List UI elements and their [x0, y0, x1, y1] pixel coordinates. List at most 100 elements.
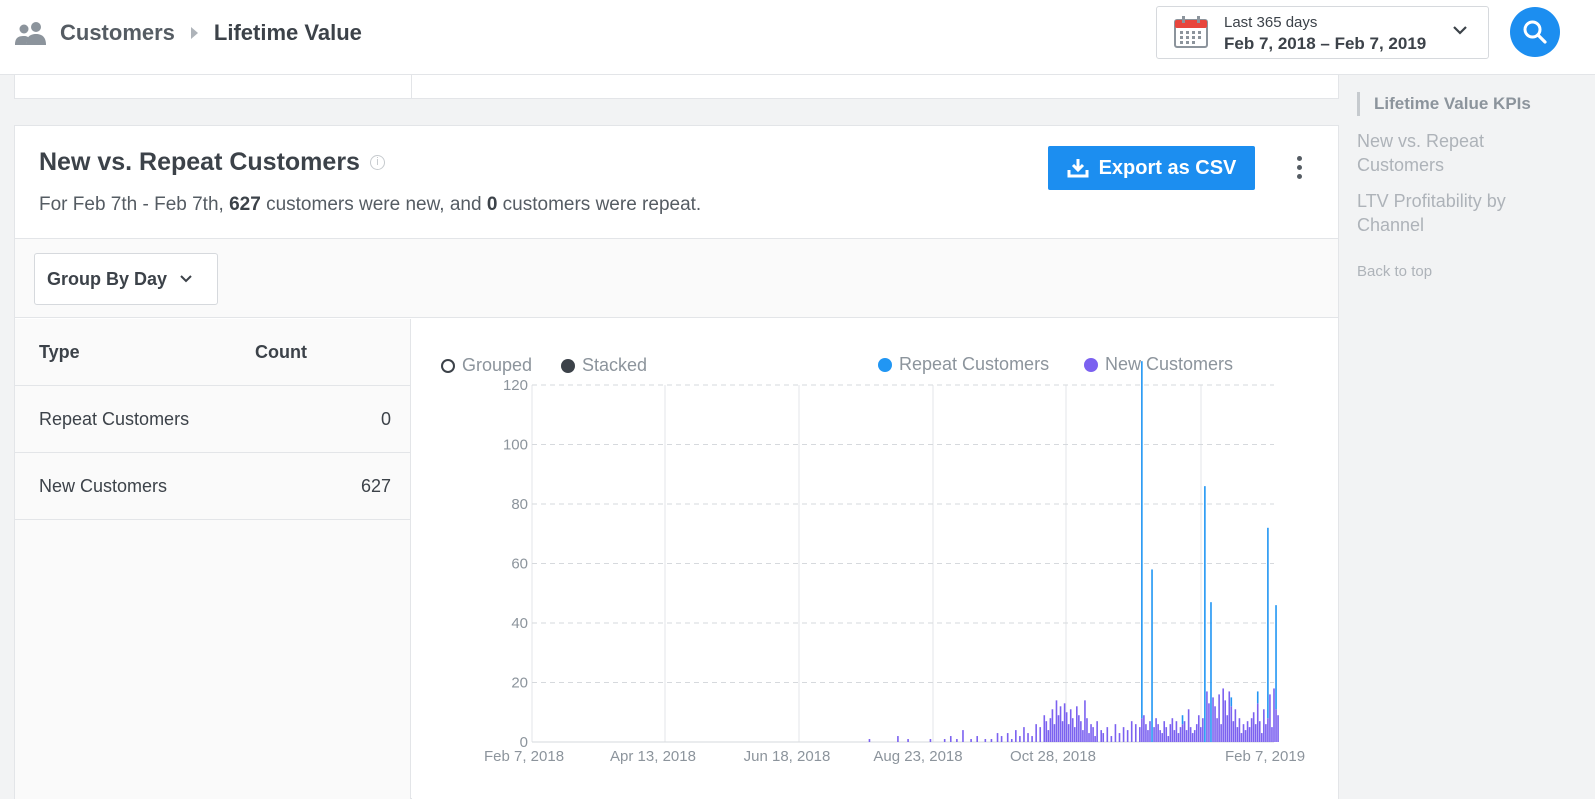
grouped-toggle[interactable]: Grouped	[441, 355, 532, 376]
new-customers-bar	[1177, 733, 1180, 742]
new-customers-bar	[1167, 736, 1170, 742]
info-icon[interactable]: i	[369, 155, 385, 170]
card-summary: For Feb 7th - Feb 7th, 627 customers wer…	[39, 194, 701, 216]
customers-bar-chart: 0 20 40 60 80 100 120 Feb 7, 2018 Apr 13, 2018 Ju…	[484, 361, 1305, 765]
new-customers-bar	[1165, 727, 1168, 742]
stacked-toggle[interactable]: Stacked	[561, 355, 647, 376]
previous-card	[14, 75, 1339, 99]
date-range-value: Feb 7, 2018 – Feb 7, 2019	[1224, 34, 1427, 53]
new-customers-bar	[1147, 730, 1149, 742]
stacked-label: Stacked	[582, 355, 648, 375]
new-customers-bar	[1232, 721, 1235, 742]
repeat-customers-bar	[1151, 569, 1153, 742]
new-customers-bar	[1084, 700, 1086, 742]
side-nav-item-ltv-channel[interactable]: LTV Profitability by Channel	[1357, 191, 1506, 235]
more-options-icon[interactable]	[1294, 156, 1304, 182]
download-icon	[1067, 159, 1089, 178]
table-row: New Customers 627	[15, 453, 410, 520]
y-tick-label: 120	[503, 377, 528, 394]
side-nav-active-item[interactable]: Lifetime Value KPIs	[1357, 92, 1531, 116]
new-customers-bar	[1063, 703, 1066, 742]
new-customers-bar	[1206, 691, 1208, 742]
new-customers-bar	[1082, 730, 1084, 742]
new-customers-bar	[1092, 727, 1094, 742]
date-range-picker[interactable]: Last 365 days Feb 7, 2018 – Feb 7, 2019	[1156, 6, 1489, 59]
new-customers-bar	[1275, 709, 1277, 742]
repeat-customers-bar	[1210, 602, 1212, 742]
new-customers-bar	[1010, 739, 1013, 742]
new-customers-bar	[1163, 721, 1166, 742]
new-customers-bar	[1175, 721, 1178, 742]
export-csv-button[interactable]: Export as CSV	[1048, 146, 1255, 190]
new-customers-bar	[1051, 709, 1054, 742]
y-tick-label: 20	[511, 675, 528, 692]
x-tick-label: Oct 28, 2018	[1010, 748, 1096, 765]
legend-new[interactable]: New Customers	[1084, 354, 1233, 375]
repeat-customers-bar	[1181, 715, 1184, 725]
breadcrumb-customers[interactable]: Customers	[60, 20, 175, 45]
back-to-top-link[interactable]: Back to top	[1357, 263, 1433, 280]
search-icon	[1523, 20, 1547, 44]
y-tick-label: 40	[511, 615, 528, 632]
new-customers-bar	[1141, 718, 1143, 742]
new-customers-bar	[990, 739, 993, 742]
new-customers-bar	[1273, 688, 1275, 742]
new-customers-bar	[1078, 715, 1080, 742]
new-customers-bar	[1006, 733, 1009, 742]
new-customers-bar	[970, 739, 972, 742]
new-customers-bar	[1096, 721, 1098, 742]
new-customers-bar	[1061, 721, 1064, 742]
new-customers-bar	[1208, 703, 1210, 742]
new-customers-bar	[1071, 718, 1074, 742]
group-by-dropdown[interactable]: Group By Day	[34, 253, 218, 305]
x-tick-label: Jun 18, 2018	[744, 748, 831, 765]
top-bar: Customers Lifetime Value Last 365 days F…	[0, 0, 1595, 75]
new-customers-bar	[1130, 721, 1133, 742]
new-customers-bar	[1118, 733, 1121, 742]
repeat-customers-bar	[1141, 361, 1143, 719]
new-customers-bar	[1179, 727, 1182, 742]
new-customers-bar	[1218, 694, 1220, 742]
legend-repeat-label: Repeat Customers	[899, 354, 1050, 374]
new-customers-bar	[1080, 721, 1082, 742]
new-customers-bar	[1055, 700, 1058, 742]
side-nav-item-new-vs-repeat[interactable]: New vs. Repeat Customers	[1357, 131, 1485, 175]
table-header: Type Count	[15, 319, 410, 386]
new-customers-bar	[1076, 706, 1078, 742]
new-customers-bar	[868, 739, 871, 742]
customer-type-table: Type Count Repeat Customers 0 New Custom…	[15, 319, 411, 799]
row-count: 627	[360, 476, 391, 496]
new-customers-bar	[1155, 718, 1157, 742]
new-customers-bar	[1240, 733, 1243, 742]
repeat-customers-bar	[1275, 605, 1277, 710]
row-type: New Customers	[39, 476, 168, 496]
legend-repeat[interactable]: Repeat Customers	[878, 354, 1049, 375]
new-customers-bar	[1248, 727, 1251, 742]
new-customers-bar	[1185, 730, 1188, 742]
column-header-count: Count	[255, 342, 307, 362]
new-customers-bar	[1181, 724, 1184, 742]
new-vs-repeat-card: New vs. Repeat Customers i For Feb 7th -…	[14, 125, 1339, 799]
legend-new-swatch	[1084, 357, 1098, 372]
new-customers-bar	[1149, 721, 1151, 742]
new-customers-bar	[1200, 727, 1202, 742]
new-customers-bar	[1047, 730, 1050, 742]
new-customers-bar	[1236, 727, 1239, 742]
page-title: Lifetime Value	[213, 20, 362, 45]
stacked-radio-icon	[561, 358, 575, 373]
new-customers-bar	[1122, 727, 1125, 742]
export-csv-label: Export as CSV	[1098, 156, 1237, 179]
chevron-down-icon	[180, 275, 192, 283]
new-customers-bar	[1238, 718, 1241, 742]
new-customers-bar	[929, 739, 932, 742]
new-customers-bar	[1106, 727, 1109, 742]
summary-new-count: 627	[229, 194, 261, 215]
new-customers-bar	[996, 733, 999, 742]
new-customers-bar	[1202, 718, 1204, 742]
new-customers-bar	[949, 736, 952, 742]
new-customers-bar	[1228, 691, 1231, 742]
new-customers-bar	[1258, 721, 1261, 742]
column-header-type: Type	[39, 342, 80, 362]
search-button[interactable]	[1510, 7, 1560, 57]
new-customers-bar	[1212, 697, 1214, 742]
